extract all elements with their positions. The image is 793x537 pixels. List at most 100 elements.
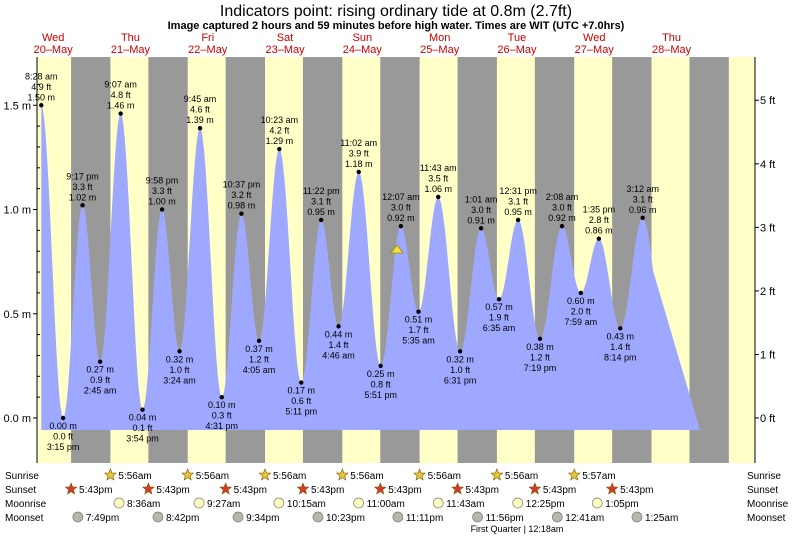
sunrise-time: 5:56am [350, 471, 383, 482]
tide-label: 6:35 am [483, 323, 516, 333]
tide-label: 0.25 m [367, 369, 395, 379]
moonset-moon-icon [631, 511, 643, 523]
right-tick-label: 4 ft [760, 159, 775, 171]
day-name: Tue [508, 32, 527, 44]
tide-label: 0.9 ft [90, 375, 111, 385]
moonrise-moon-icon [432, 497, 444, 509]
moonrise-time: 11:43am [446, 499, 484, 510]
tide-label: 0.32 m [446, 354, 474, 364]
tide-point [299, 380, 304, 385]
tide-point [219, 394, 224, 400]
moonset-moon-icon [312, 511, 324, 523]
tide-point [197, 125, 203, 131]
moonset-moon-icon [72, 511, 84, 523]
sunset-label-left: Sunset [5, 485, 36, 496]
tide-label: 4:31 pm [206, 421, 239, 431]
sunrise-star-icon [335, 468, 349, 481]
tide-label: 2:45 am [84, 386, 117, 396]
tide-label: 8:14 pm [604, 352, 637, 362]
tide-label: 0.10 m [208, 400, 236, 410]
tide-label: 7:59 am [565, 317, 598, 327]
sunrise-label-right: Sunrise [747, 471, 781, 482]
moonrise-moon-icon [273, 497, 285, 509]
day-name: Thu [121, 32, 140, 44]
day-name: Fri [201, 32, 214, 44]
tide-label: 2:08 am [546, 192, 579, 202]
right-tick-label: 1 ft [760, 349, 775, 361]
sunset-time: 5:43pm [311, 485, 344, 496]
tide-label: 0.1 ft [133, 423, 154, 433]
tide-label: 1.0 ft [450, 365, 471, 375]
tide-point [256, 338, 262, 344]
sunset-time: 5:43pm [620, 485, 653, 496]
tide-label: 1.02 m [69, 192, 97, 202]
tide-label: 0.98 m [228, 201, 256, 211]
day-date: 27–May [575, 44, 615, 56]
moon-phase: First Quarter | 12:18am [471, 524, 564, 534]
day-date: 23–May [265, 44, 305, 56]
day-date: 21–May [111, 44, 151, 56]
tide-label: 9:07 am [104, 80, 137, 90]
tide-label: 3.3 ft [152, 186, 173, 196]
astro-rows: Sunrise Sunrise 5:56am 5:56am 5:56am 5:56am 5:… [5, 468, 789, 534]
tide-label: 1.0 ft [170, 365, 191, 375]
tide-label: 9:58 pm [146, 176, 179, 186]
moonset-moon-icon [392, 511, 404, 523]
day-date: 24–May [343, 44, 383, 56]
sunset-time: 5:43pm [466, 485, 499, 496]
tide-label: 3.1 ft [311, 196, 332, 206]
sunrise-time: 5:57am [582, 471, 615, 482]
sunset-time: 5:43pm [156, 485, 189, 496]
tide-label: 4:46 am [322, 350, 355, 360]
tide-label: 1.4 ft [610, 342, 631, 352]
moonset-time: 11:11pm [406, 513, 443, 524]
moonset-time: 7:49pm [86, 513, 119, 524]
tide-label: 1:35 pm [583, 205, 616, 215]
tide-label: 0.86 m [585, 226, 613, 236]
tide-label: 10:23 am [261, 115, 299, 125]
tide-label: 0.96 m [629, 205, 657, 215]
sunrise-star-icon [181, 468, 195, 481]
moonset-time: 11:56pm [486, 513, 524, 524]
left-tick-label: 0.5 m [3, 309, 31, 321]
sunset-time: 5:43pm [543, 485, 576, 496]
sunrise-time: 5:56am [505, 471, 538, 482]
tide-label: 1.29 m [266, 136, 294, 146]
day-date: 25–May [420, 44, 460, 56]
tide-label: 1.46 m [107, 101, 135, 111]
tide-label: 9:17 pm [66, 171, 99, 181]
day-name: Wed [42, 32, 64, 44]
tide-label: 1.2 ft [530, 352, 551, 362]
tide-point [239, 211, 244, 216]
tide-point [457, 349, 463, 354]
chart-title: Indicators point: rising ordinary tide a… [220, 3, 572, 20]
moonset-time: 1:25am [645, 513, 678, 524]
tide-label: 1.00 m [148, 197, 176, 207]
sunset-star-icon [605, 482, 619, 495]
tide-label: 4:05 am [243, 365, 276, 375]
sunset-star-icon [373, 482, 387, 495]
tide-point [378, 363, 383, 369]
tide-point [336, 324, 341, 329]
night-band [689, 57, 729, 463]
tide-label: 0.00 m [49, 421, 77, 431]
sunrise-time: 5:56am [196, 471, 229, 482]
tide-point [39, 103, 44, 108]
tide-point [559, 223, 565, 229]
tide-label: 11:22 pm [303, 186, 340, 196]
sunrise-star-icon [258, 468, 272, 481]
tide-label: 9:45 am [184, 94, 217, 104]
moonset-time: 8:42pm [166, 513, 199, 524]
tide-label: 0.95 m [504, 207, 532, 217]
tide-label: 4.2 ft [269, 126, 290, 136]
tide-label: 1.50 m [28, 92, 56, 102]
tide-label: 3:12 am [626, 184, 659, 194]
tide-label: 0.37 m [245, 344, 273, 354]
tide-point [537, 336, 543, 341]
tide-label: 1.4 ft [329, 340, 350, 350]
tide-labels: 8:28 am4.9 ft1.50 m 0.00 m0.0 ft3:15 pm 9:… [25, 71, 659, 452]
moonrise-moon-icon [512, 497, 524, 509]
tide-area [41, 105, 701, 431]
chart-subtitle: Image captured 2 hours and 59 minutes be… [168, 20, 625, 32]
